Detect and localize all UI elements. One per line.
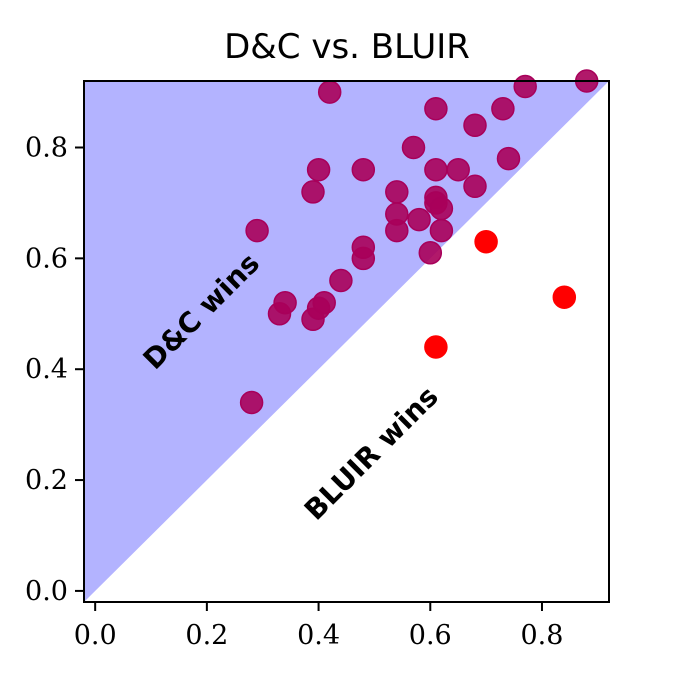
scatter-point	[552, 285, 577, 309]
y-tick-label: 0.6	[25, 243, 68, 274]
scatter-point	[312, 290, 336, 315]
scatter-point	[385, 202, 409, 226]
x-tick-label: 0.8	[521, 620, 564, 651]
scatter-point	[351, 157, 376, 182]
scatter-point	[429, 218, 454, 243]
scatter-point	[463, 113, 487, 138]
scatter-point	[351, 235, 376, 260]
y-axis: 0.0 0.2 0.4 0.6 0.8	[25, 133, 84, 607]
scatter-point	[429, 196, 454, 221]
scatter-point	[513, 74, 537, 99]
upper-region	[84, 81, 609, 602]
scatter-point	[491, 96, 515, 121]
scatter-point	[424, 335, 448, 359]
scatter-point	[463, 174, 487, 199]
x-tick-label: 0.0	[74, 620, 117, 651]
scatter-point	[418, 241, 443, 265]
scatter-point	[317, 80, 342, 104]
plot-frame	[83, 80, 610, 603]
region-label-lower: BLUIR wins	[298, 380, 445, 527]
x-tick-label: 0.6	[409, 620, 452, 651]
scatter-point	[385, 180, 409, 204]
x-axis: 0.0 0.2 0.4 0.6 0.8	[74, 602, 564, 651]
scatter-point	[446, 157, 470, 182]
chart-title: D&C vs. BLUIR	[224, 27, 470, 67]
y-tick-label: 0.0	[25, 576, 68, 607]
scatter-point	[424, 96, 448, 121]
scatter-point	[245, 218, 269, 243]
x-tick-label: 0.4	[297, 620, 340, 651]
x-tick-label: 0.2	[185, 620, 228, 651]
y-tick-label: 0.8	[25, 133, 68, 164]
scatter-point	[273, 290, 297, 315]
scatter-point	[301, 180, 325, 204]
scatter-point	[424, 157, 448, 182]
scatter-point	[401, 135, 426, 160]
scatter-point	[306, 157, 331, 182]
scatter-point	[239, 390, 264, 415]
scatter-point	[474, 229, 498, 254]
y-tick-label: 0.2	[25, 465, 68, 496]
scatter-point	[496, 146, 521, 171]
scatter-point	[407, 207, 431, 232]
y-tick-label: 0.4	[25, 354, 68, 385]
scatter-point	[329, 268, 353, 293]
